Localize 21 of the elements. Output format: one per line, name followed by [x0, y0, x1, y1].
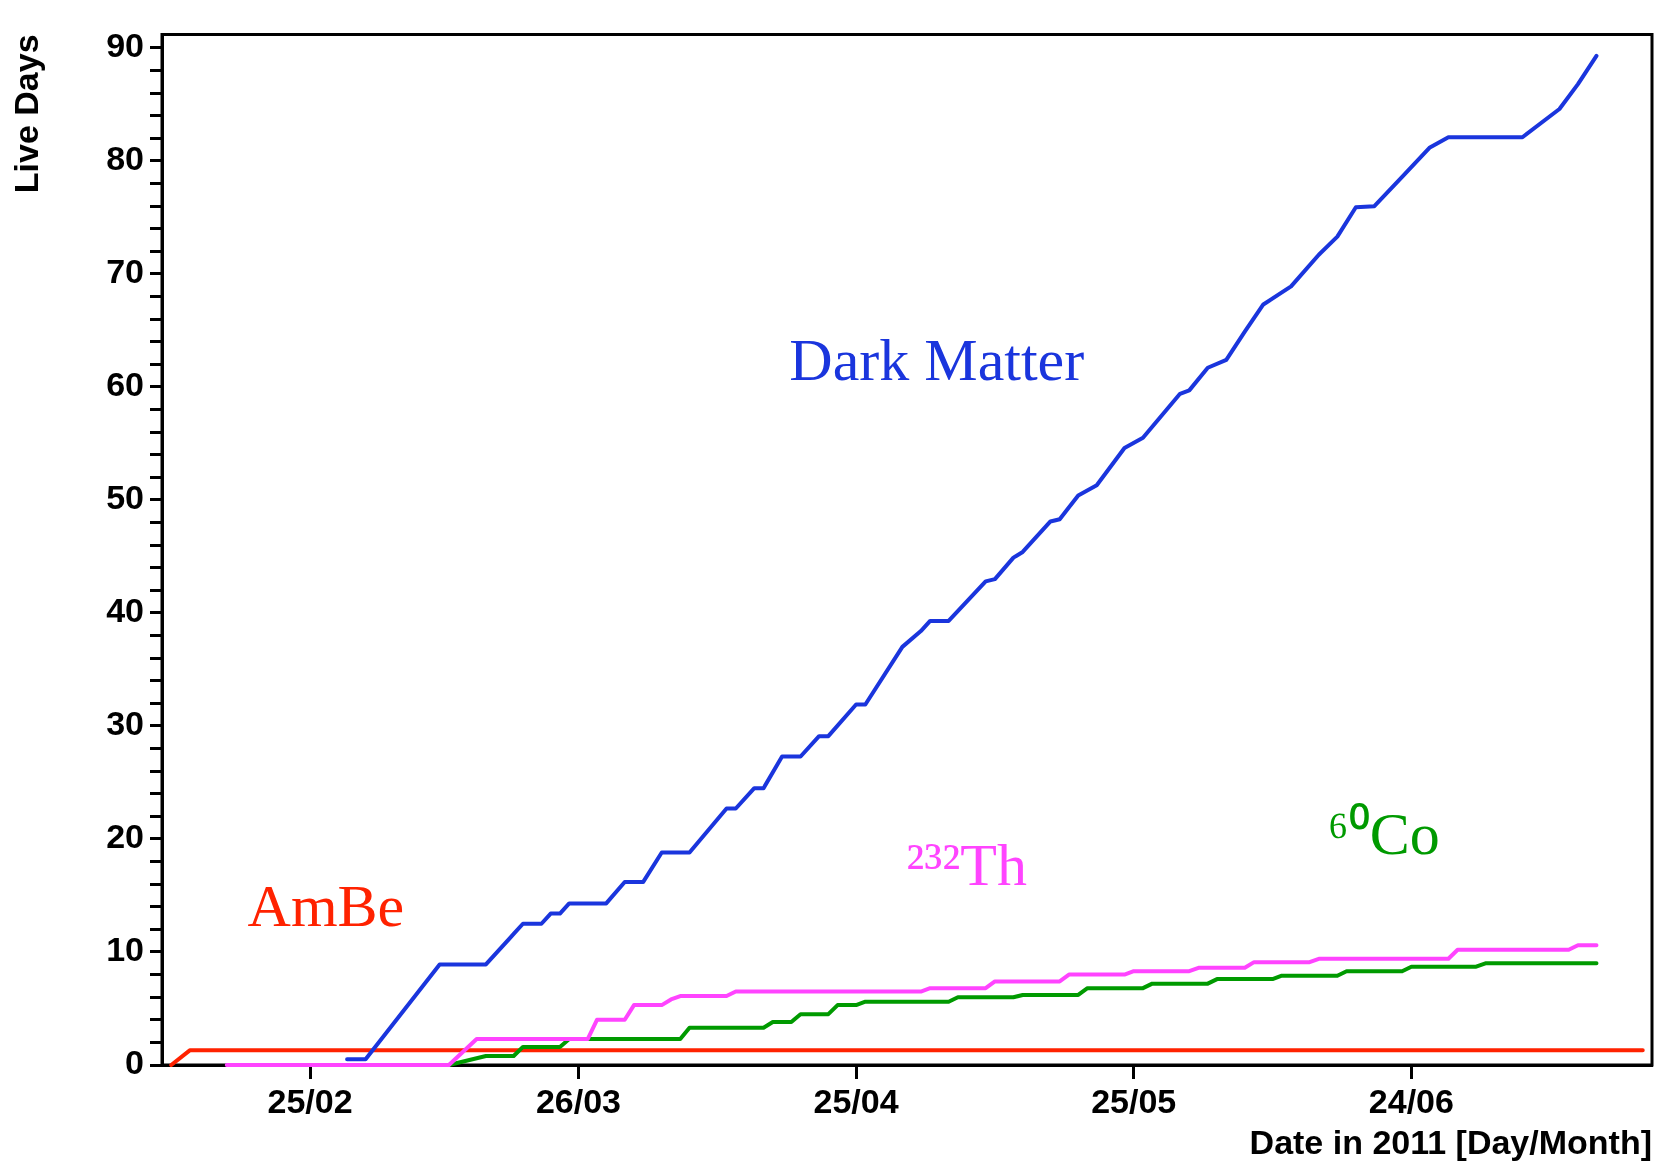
- y-tick-label: 70: [106, 252, 144, 291]
- y-tick-label: 50: [106, 478, 144, 517]
- x-tick-label: 26/03: [535, 1081, 622, 1120]
- series-label: ⁶⁰Co: [1327, 801, 1440, 868]
- x-tick-label: 25/05: [1091, 1081, 1177, 1120]
- x-axis-title: Date in 2011 [Day/Month]: [1249, 1122, 1652, 1161]
- x-tick-label: 25/02: [267, 1081, 353, 1120]
- y-tick-label: 40: [106, 591, 144, 630]
- y-tick-label: 90: [106, 26, 144, 65]
- y-axis-title: Live Days: [6, 34, 45, 194]
- y-tick-label: 0: [125, 1043, 144, 1082]
- y-tick-label: 80: [106, 139, 144, 178]
- y-tick-label: 60: [106, 365, 144, 404]
- series-label: AmBe: [247, 873, 405, 940]
- x-tick-label: 25/04: [813, 1081, 899, 1120]
- series-label: ²³²Th: [906, 831, 1027, 898]
- y-tick-label: 20: [106, 817, 144, 856]
- x-tick-label: 24/06: [1368, 1081, 1454, 1120]
- y-tick-label: 30: [106, 704, 144, 743]
- series-label: Dark Matter: [789, 326, 1085, 393]
- y-tick-label: 10: [106, 930, 144, 969]
